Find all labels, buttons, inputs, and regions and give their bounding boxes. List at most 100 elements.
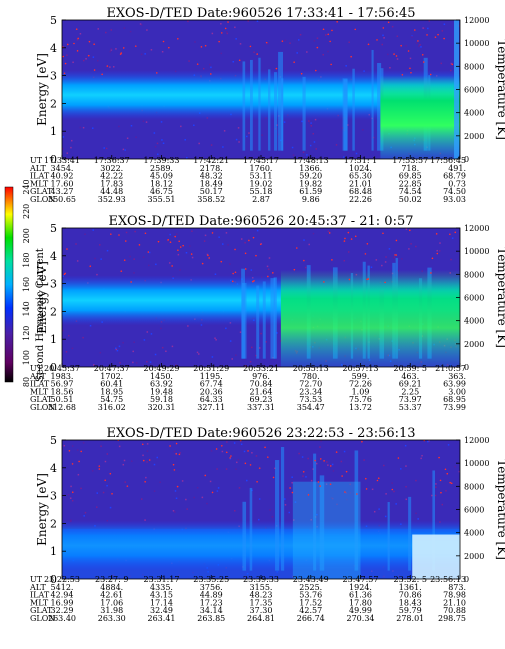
noise-dot <box>408 248 410 250</box>
noise-dot <box>450 482 453 485</box>
colorbar-tick-label: 120 <box>22 326 31 341</box>
noise-dot <box>304 266 307 269</box>
noise-dot <box>146 450 149 452</box>
table-cell: 23:52: 5 <box>394 575 427 584</box>
noise-dot <box>202 67 205 70</box>
temperature-tick-label: 12000 <box>464 224 489 233</box>
table-cell: 69.23 <box>250 395 273 404</box>
noise-dot <box>247 450 249 452</box>
noise-dot <box>142 120 145 122</box>
noise-dot <box>335 144 338 146</box>
noise-dot <box>302 470 305 473</box>
noise-dot <box>444 468 447 471</box>
noise-dot <box>176 485 179 488</box>
noise-dot <box>395 503 397 505</box>
noise-dot <box>139 23 142 25</box>
temperature-tick-label: 10000 <box>464 459 489 468</box>
noise-dot <box>188 60 190 62</box>
noise-dot <box>267 275 269 278</box>
colorbar: 80 100 120 140 160 180 200 220 240 Second Harmon… <box>4 179 46 387</box>
table-cell: 4884. <box>100 583 123 592</box>
noise-dot <box>175 497 178 500</box>
noise-dot <box>147 251 150 253</box>
noise-dot <box>349 483 351 486</box>
noise-dot <box>130 124 133 127</box>
noise-dot <box>106 65 109 67</box>
noise-dot <box>132 350 134 353</box>
noise-dot <box>308 120 310 122</box>
noise-dot <box>231 358 233 360</box>
noise-dot <box>454 231 457 234</box>
noise-dot <box>209 480 212 483</box>
table-cell: 18.12 <box>150 179 173 188</box>
noise-dot <box>362 129 364 131</box>
noise-dot <box>350 55 352 58</box>
noise-dot <box>226 32 229 35</box>
noise-dot <box>405 498 408 501</box>
noise-dot <box>248 239 250 242</box>
table-cell: 70.84 <box>250 380 273 389</box>
noise-dot <box>441 30 444 32</box>
table-cell: 42.57 <box>299 606 322 615</box>
energy-tick-label: 0 <box>50 153 57 166</box>
noise-dot <box>370 266 373 268</box>
noise-dot <box>319 485 321 487</box>
noise-dot <box>384 261 387 263</box>
noise-dot <box>237 127 240 129</box>
noise-dot <box>118 345 121 348</box>
noise-dot <box>93 69 96 71</box>
noise-dot <box>281 40 284 42</box>
noise-dot <box>419 44 421 46</box>
table-cell: 270.34 <box>347 614 375 623</box>
noise-dot <box>354 28 357 31</box>
noise-dot <box>308 243 310 246</box>
table-cell: 2178. <box>200 164 223 173</box>
noise-dot <box>264 446 266 449</box>
noise-dot <box>458 470 460 473</box>
noise-dot <box>405 465 407 467</box>
noise-dot <box>244 252 247 255</box>
noise-dot <box>234 510 236 512</box>
noise-dot <box>66 248 68 250</box>
colorbar-tick-label: 200 <box>22 228 31 243</box>
orbit-table: UT 23:22:53 23:27: 9 23:31:17 23:35:25 23:39:… <box>29 575 466 623</box>
noise-dot <box>383 37 385 39</box>
table-cell: 17.23 <box>200 598 223 607</box>
noise-dot <box>235 354 237 356</box>
noise-dot <box>225 232 228 234</box>
noise-dot <box>293 268 296 271</box>
noise-dot <box>70 139 73 142</box>
vertical-streak <box>408 496 412 571</box>
noise-dot <box>291 481 293 484</box>
panel-2: EXOS-D/TED Date:960526 20:45:37 - 21: 0:… <box>29 214 505 412</box>
noise-dot <box>267 268 270 270</box>
temperature-tick-label: 2000 <box>464 340 484 349</box>
noise-dot <box>153 490 156 492</box>
table-cell: 65.30 <box>349 172 372 181</box>
noise-dot <box>142 454 144 457</box>
noise-dot <box>415 479 417 482</box>
noise-dot <box>265 41 268 44</box>
vertical-streak <box>319 475 325 571</box>
noise-dot <box>364 477 367 480</box>
table-cell: 49.99 <box>349 606 372 615</box>
noise-dot <box>71 499 74 502</box>
table-cell: 59.20 <box>299 172 322 181</box>
noise-dot <box>439 479 442 482</box>
noise-dot <box>400 468 402 470</box>
temperature-tick-label: 8000 <box>464 482 484 491</box>
noise-dot <box>204 44 207 47</box>
noise-dot <box>284 504 287 506</box>
noise-dot <box>168 262 171 264</box>
noise-dot <box>316 513 318 516</box>
noise-dot <box>100 445 102 447</box>
noise-dot <box>175 233 178 235</box>
noise-dot <box>239 331 242 333</box>
noise-dot <box>327 464 329 466</box>
noise-dot <box>104 479 106 482</box>
noise-dot <box>62 46 64 48</box>
noise-dot <box>119 361 121 364</box>
table-cell: 23:47:57 <box>343 575 379 584</box>
noise-dot <box>144 232 147 235</box>
noise-dot <box>303 239 305 241</box>
